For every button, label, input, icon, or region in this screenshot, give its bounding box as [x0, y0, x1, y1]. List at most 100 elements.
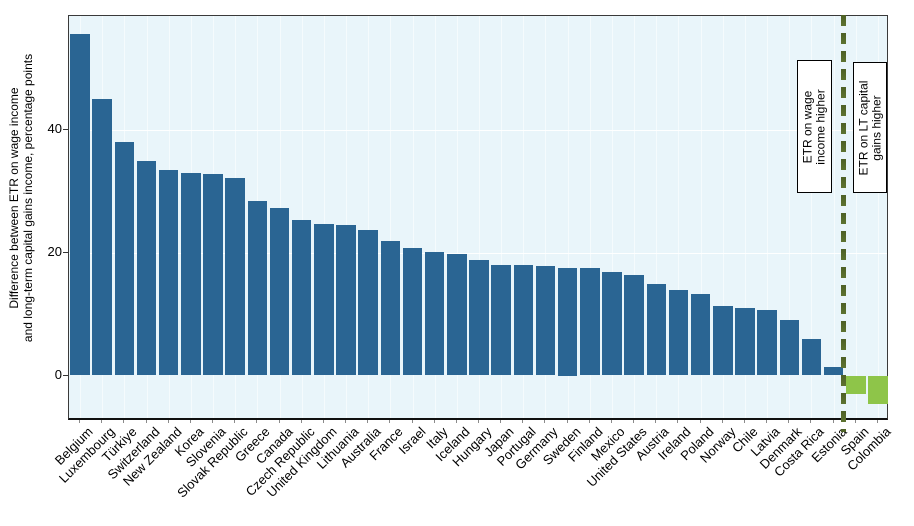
x-tick-mark: [455, 420, 457, 423]
bar-new-zealand: [158, 170, 179, 376]
x-tick-mark: [433, 420, 435, 423]
gridline-x: [678, 16, 680, 418]
bar-austria: [646, 284, 667, 376]
bar-portugal: [513, 265, 534, 376]
bar-australia: [358, 229, 378, 376]
x-tick-mark: [212, 420, 214, 423]
x-tick-mark: [876, 420, 878, 423]
bar-israel: [402, 248, 423, 376]
gridline-x: [634, 16, 636, 418]
y-tick-mark: [63, 128, 68, 130]
bar-united-kingdom: [314, 223, 334, 376]
x-tick-mark: [610, 420, 612, 423]
gridline-x: [456, 16, 458, 418]
x-tick-mark: [278, 420, 280, 423]
x-tick-mark: [101, 420, 103, 423]
gridline-x: [545, 16, 547, 418]
gridline-y-20: [69, 252, 887, 254]
gridline-x: [323, 16, 325, 418]
bar-mexico: [602, 271, 622, 376]
bar-chile: [735, 308, 755, 376]
x-tick-mark: [699, 420, 701, 423]
bar-united-states: [624, 274, 644, 376]
y-tick-label-20: 20: [47, 243, 62, 259]
x-tick-mark: [655, 420, 657, 423]
gridline-x: [368, 16, 370, 418]
divider-dashed-line: [841, 15, 847, 432]
x-tick-mark: [832, 420, 834, 423]
x-tick-mark: [788, 420, 790, 423]
gridline-x: [611, 16, 613, 418]
x-tick-mark: [300, 420, 302, 423]
gridline-y-40: [69, 129, 887, 131]
y-tick-mark: [63, 374, 68, 376]
bar-hungary: [469, 260, 489, 376]
bar-sweden: [557, 267, 578, 376]
bar-costa-rica: [801, 339, 822, 376]
x-tick-mark: [189, 420, 191, 423]
annotation-line: income higher: [813, 88, 828, 165]
gridline-x: [390, 16, 392, 418]
bar-luxembourg: [92, 99, 112, 376]
gridline-x: [523, 16, 525, 418]
y-axis-label-line1: Difference between ETR on wage income: [7, 87, 21, 309]
x-tick-mark: [322, 420, 324, 423]
bar-france: [380, 240, 401, 376]
bar-japan: [491, 265, 511, 376]
bar-finland: [580, 268, 600, 376]
x-tick-mark: [478, 420, 479, 423]
bar-iceland: [447, 253, 467, 376]
bar-denmark: [779, 320, 800, 376]
bar-poland: [690, 293, 711, 376]
x-tick-mark: [743, 420, 745, 423]
annotation-etr-ltcg-higher: ETR on LT capital gains higher: [853, 62, 887, 193]
y-tick-mark: [63, 251, 68, 253]
annotation-etr-wage-higher: ETR on wage income higher: [797, 60, 832, 193]
x-tick-mark: [389, 420, 391, 423]
gridline-x: [567, 16, 569, 418]
annotation-line: gains higher: [869, 94, 883, 161]
x-tick-mark: [167, 420, 169, 423]
bar-spain: [846, 375, 866, 394]
gridline-x: [877, 16, 879, 418]
gridline-x: [700, 16, 702, 418]
x-tick-mark: [367, 420, 369, 423]
gridline-x: [855, 16, 857, 418]
annotation-etr-wage-higher-text: ETR on wage income higher: [801, 88, 828, 165]
x-tick-mark: [677, 420, 679, 423]
x-tick-mark: [79, 420, 81, 423]
gridline-x: [589, 16, 591, 418]
bar-switzerland: [136, 161, 157, 376]
x-tick-mark: [810, 420, 812, 423]
bar-italy: [424, 251, 445, 376]
x-tick-mark: [588, 420, 590, 423]
plot-area: [68, 15, 888, 420]
gridline-x: [833, 16, 835, 418]
bar-t-rkiye: [114, 142, 135, 376]
x-tick-mark: [145, 420, 147, 423]
x-tick-mark: [123, 420, 125, 423]
y-tick-label-40: 40: [47, 120, 62, 136]
bar-slovak-republic: [225, 178, 245, 376]
bar-estonia: [823, 366, 844, 376]
y-axis-label-line2: and long-term capital gains income, perc…: [21, 53, 35, 343]
bar-colombia: [868, 375, 888, 405]
x-tick-mark: [234, 420, 236, 423]
bar-norway: [713, 306, 733, 376]
y-axis-label: Difference between ETR on wage income an…: [7, 0, 37, 408]
bar-belgium: [70, 33, 90, 376]
gridline-x: [744, 16, 746, 418]
x-tick-mark: [256, 420, 258, 423]
gridline-x: [434, 16, 436, 418]
gridline-x: [501, 16, 503, 418]
gridline-x: [656, 16, 658, 418]
gridline-x: [301, 16, 303, 418]
x-tick-mark: [522, 420, 524, 423]
gridline-x: [811, 16, 813, 418]
x-tick-mark: [854, 420, 856, 423]
gridline-x: [722, 16, 724, 418]
x-tick-mark: [345, 420, 347, 423]
gridline-x: [479, 16, 480, 418]
gridline-x: [346, 16, 348, 418]
